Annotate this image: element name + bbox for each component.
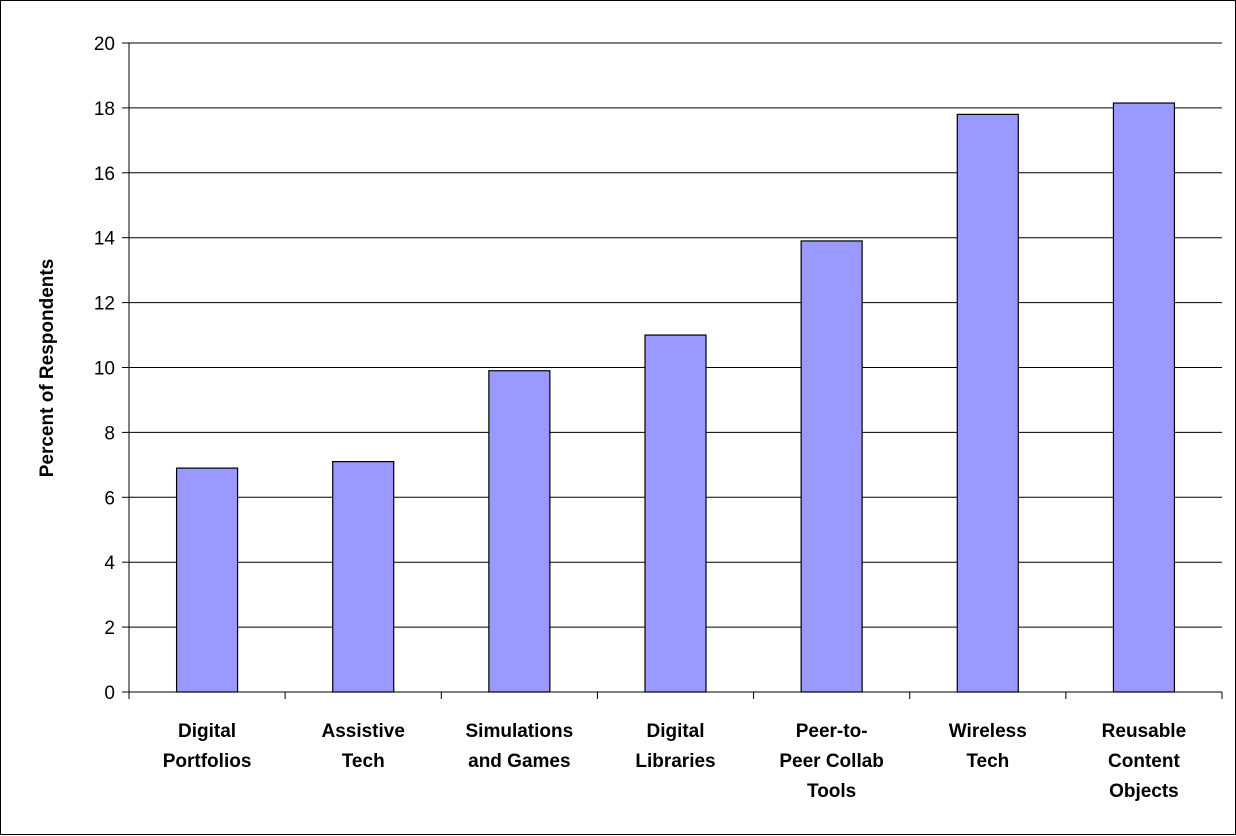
bar: [488, 370, 551, 693]
x-category-label-line: Objects: [1109, 781, 1179, 802]
x-category-label-line: Digital: [178, 721, 236, 742]
y-tick-label: 16: [94, 164, 115, 185]
x-category-label-line: Tech: [342, 751, 385, 772]
x-category-label: Wireless Tech: [949, 721, 1027, 772]
y-axis-title: Percent of Respondents: [37, 259, 58, 478]
x-category-label: Digital Libraries: [635, 721, 715, 772]
y-tick-label: 2: [104, 618, 115, 639]
y-tick-label: 6: [104, 488, 115, 509]
y-tick-label: 12: [94, 294, 115, 315]
x-category-label-line: Content: [1108, 751, 1180, 772]
bar: [332, 461, 395, 693]
y-tick-label: 4: [104, 553, 115, 574]
x-category-label: Simulations and Games: [466, 721, 574, 772]
x-category-label-line: Wireless: [949, 721, 1027, 742]
x-category-label: Reusable Content Objects: [1102, 721, 1186, 802]
y-tick-label: 20: [94, 34, 115, 55]
x-category-label-line: Libraries: [635, 751, 715, 772]
y-tick-label: 0: [104, 683, 115, 704]
x-category-label: Assistive Tech: [321, 721, 404, 772]
x-category-label: Peer-to- Peer Collab Tools: [779, 721, 884, 802]
bars: [175, 102, 1176, 693]
x-category-label-line: Digital: [646, 721, 704, 742]
x-category-label-line: Simulations: [466, 721, 574, 742]
bar: [800, 240, 863, 693]
x-category-label-line: Reusable: [1102, 721, 1186, 742]
x-category-label: Digital Portfolios: [163, 721, 252, 772]
bar: [644, 334, 707, 693]
y-tick-label: 8: [104, 423, 115, 444]
x-category-label-line: Tools: [807, 781, 856, 802]
x-category-label-line: Tech: [966, 751, 1009, 772]
x-category-label-line: Assistive: [321, 721, 404, 742]
y-tick-label: 18: [94, 99, 115, 120]
labels: 0 2 4 6 8 10 12 14 16 18 20 Digital Portfolios Assist…: [94, 34, 1186, 802]
x-category-label-line: Peer-to-: [796, 721, 868, 742]
bar: [175, 467, 239, 693]
bar: [1112, 102, 1176, 693]
x-category-label-line: and Games: [468, 751, 570, 772]
x-category-label-line: Portfolios: [163, 751, 252, 772]
y-tick-label: 10: [94, 359, 115, 380]
bar: [956, 113, 1019, 693]
x-category-label-line: Peer Collab: [779, 751, 884, 772]
y-tick-label: 14: [94, 229, 116, 250]
axes: [122, 42, 1223, 699]
